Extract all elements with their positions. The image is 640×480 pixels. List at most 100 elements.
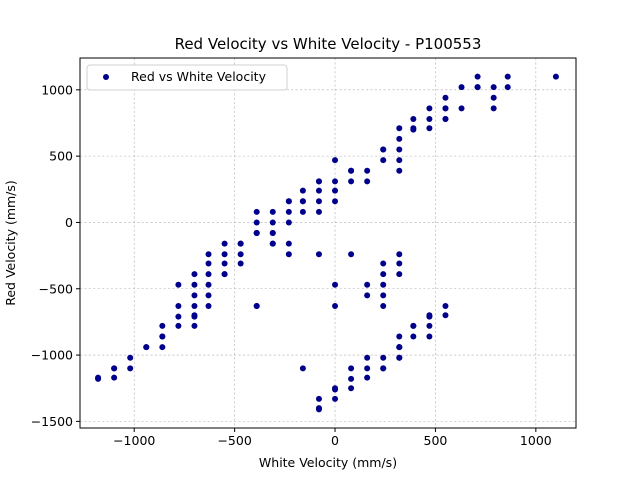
data-point <box>253 208 260 215</box>
data-point <box>380 281 387 288</box>
data-point <box>191 271 198 278</box>
data-point <box>348 167 355 174</box>
data-point <box>143 344 150 351</box>
data-point <box>504 84 511 91</box>
data-point <box>111 374 118 381</box>
data-point <box>380 260 387 267</box>
data-point <box>299 208 306 215</box>
data-point <box>442 302 449 309</box>
grid <box>80 58 576 428</box>
data-point <box>458 84 465 91</box>
data-point <box>426 313 433 320</box>
data-point <box>332 281 339 288</box>
data-point <box>285 198 292 205</box>
data-point <box>205 271 212 278</box>
y-axis-label: Red Velocity (mm/s) <box>3 180 18 306</box>
data-point <box>285 240 292 247</box>
data-point <box>348 178 355 185</box>
data-point <box>299 365 306 372</box>
data-point <box>191 322 198 329</box>
data-point <box>299 187 306 194</box>
data-point <box>111 365 118 372</box>
data-point <box>205 281 212 288</box>
data-point <box>396 157 403 164</box>
data-point <box>442 105 449 112</box>
data-point <box>205 292 212 299</box>
data-point <box>237 251 244 258</box>
data-point <box>396 125 403 132</box>
data-point <box>348 365 355 372</box>
data-point <box>269 208 276 215</box>
data-point <box>426 322 433 329</box>
data-point <box>504 73 511 80</box>
data-point <box>364 365 371 372</box>
x-tick-label: 500 <box>424 433 448 448</box>
data-point <box>285 251 292 258</box>
y-tick-label: 500 <box>49 149 73 164</box>
data-point <box>253 230 260 237</box>
data-point <box>127 365 134 372</box>
legend: Red vs White Velocity <box>86 64 288 91</box>
data-point <box>426 116 433 123</box>
data-point <box>159 333 166 340</box>
data-point <box>237 260 244 267</box>
y-tick-label: 1000 <box>41 82 73 97</box>
data-point <box>410 333 417 340</box>
data-point <box>442 116 449 123</box>
data-point <box>458 105 465 112</box>
data-point <box>396 251 403 258</box>
data-point <box>348 385 355 392</box>
data-point <box>191 281 198 288</box>
data-point <box>332 386 339 393</box>
data-point <box>380 146 387 153</box>
data-point <box>191 313 198 320</box>
data-point <box>237 240 244 247</box>
data-point <box>380 157 387 164</box>
data-point <box>396 167 403 174</box>
data-point <box>175 313 182 320</box>
data-point <box>332 157 339 164</box>
data-point <box>426 333 433 340</box>
data-point <box>364 374 371 381</box>
data-point <box>221 251 228 258</box>
data-point <box>380 354 387 361</box>
data-point <box>474 73 481 80</box>
data-point <box>348 375 355 382</box>
data-point <box>442 312 449 319</box>
data-point <box>127 354 134 361</box>
data-point <box>396 354 403 361</box>
data-point <box>175 322 182 329</box>
chart-title: Red Velocity vs White Velocity - P100553 <box>175 35 482 53</box>
data-point <box>253 302 260 309</box>
x-tick-label: 0 <box>331 433 339 448</box>
data-point <box>221 240 228 247</box>
data-point <box>221 260 228 267</box>
data-point <box>175 281 182 288</box>
data-point <box>285 208 292 215</box>
data-point <box>191 292 198 299</box>
legend-box <box>86 64 288 91</box>
y-tick-label: −500 <box>39 281 73 296</box>
data-point <box>221 271 228 278</box>
data-point <box>332 187 339 194</box>
x-axis-label: White Velocity (mm/s) <box>259 455 397 470</box>
data-point <box>315 405 322 412</box>
data-point <box>315 178 322 185</box>
legend-marker <box>103 74 109 80</box>
data-point <box>332 302 339 309</box>
data-point <box>396 260 403 267</box>
x-tick-label: −1000 <box>113 433 155 448</box>
data-points <box>95 73 559 413</box>
data-point <box>364 167 371 174</box>
data-point <box>269 230 276 237</box>
data-point <box>364 281 371 288</box>
data-point <box>191 302 198 309</box>
data-point <box>364 292 371 299</box>
data-point <box>490 84 497 91</box>
data-point <box>159 322 166 329</box>
data-point <box>426 125 433 132</box>
data-point <box>332 178 339 185</box>
data-point <box>269 240 276 247</box>
data-point <box>380 302 387 309</box>
